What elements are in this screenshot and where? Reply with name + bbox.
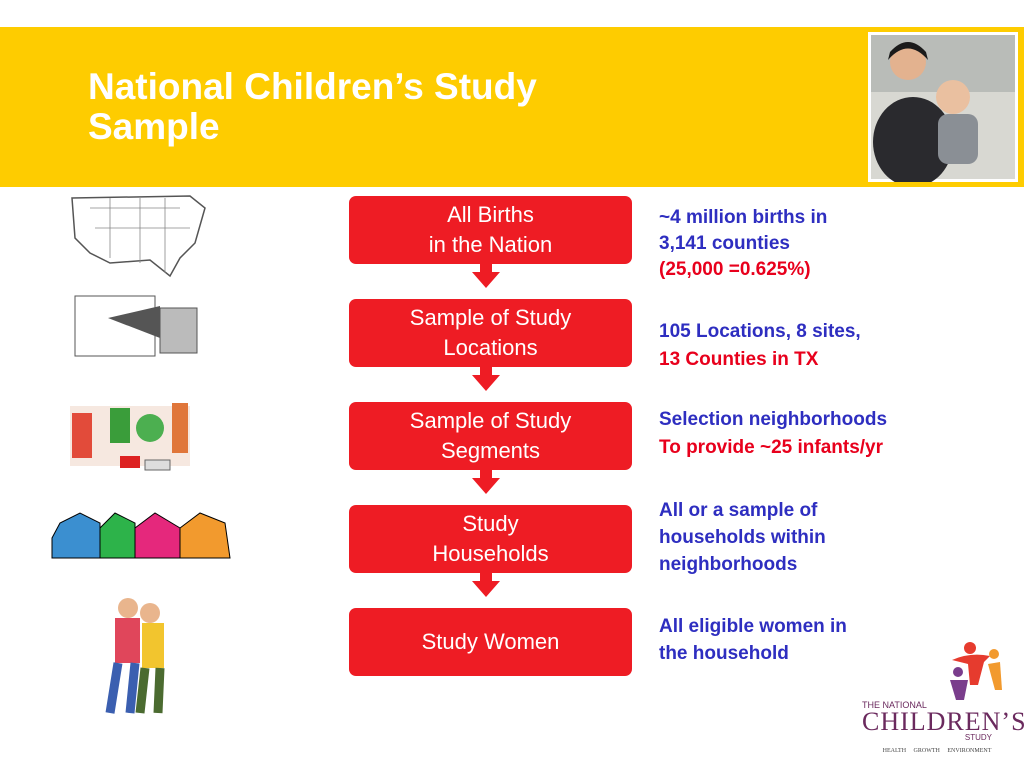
note-line: All or a sample of: [659, 500, 818, 521]
note-line: 105 Locations, 8 sites,: [659, 321, 861, 342]
flow-step: Sample of Study Locations: [349, 299, 632, 367]
note-line: (25,000 =0.625%): [659, 259, 811, 280]
logo-line: CHILDREN’S: [862, 707, 1024, 736]
note-line: 3,141 counties: [659, 233, 790, 254]
note-line: neighborhoods: [659, 554, 798, 575]
step-text: Households: [432, 541, 549, 566]
note-line: All eligible women in: [659, 616, 847, 637]
note-line: the household: [659, 643, 789, 664]
logo-line: STUDY: [964, 733, 992, 742]
step-text: All Births: [447, 202, 534, 227]
note: ~4 million births in 3,141 counties (25,…: [659, 205, 827, 283]
note-line: households within: [659, 527, 826, 548]
note-line: ~4 million births in: [659, 207, 828, 228]
step-text: Study: [462, 511, 519, 536]
note: Selection neighborhoods To provide ~25 i…: [659, 406, 887, 462]
step-text: Sample of Study: [409, 305, 572, 330]
flow-step: Sample of Study Segments: [349, 402, 632, 470]
logo-tagline: HEALTH GROWTH ENVIRONMENT: [882, 748, 992, 754]
step-text: Locations: [443, 335, 538, 360]
header-band: [0, 27, 1024, 187]
title: Sample: [88, 106, 220, 147]
note-line: 13 Counties in TX: [659, 349, 819, 370]
logo-line: THE NATIONAL: [862, 700, 927, 710]
flow-step: All Births in the Nation: [349, 196, 632, 264]
logo-figures: [950, 642, 1002, 700]
step-text: Segments: [440, 438, 541, 463]
step-text: Study Women: [421, 629, 560, 654]
note: 105 Locations, 8 sites, 13 Counties in T…: [659, 318, 861, 374]
step-text: Sample of Study: [409, 408, 572, 433]
flow-step: Study Women: [349, 608, 632, 676]
photo: [868, 32, 1018, 182]
flow-step: Study Households: [349, 505, 632, 573]
step-text: in the Nation: [428, 232, 553, 257]
note: All or a sample of households within nei…: [659, 497, 826, 578]
note: All eligible women in the household: [659, 613, 847, 667]
icons: [51, 195, 231, 714]
title: National Children’s Study: [88, 66, 537, 107]
note-line: Selection neighborhoods: [659, 409, 888, 430]
arrows: [472, 264, 500, 597]
note-line: To provide ~25 infants/yr: [659, 437, 884, 458]
